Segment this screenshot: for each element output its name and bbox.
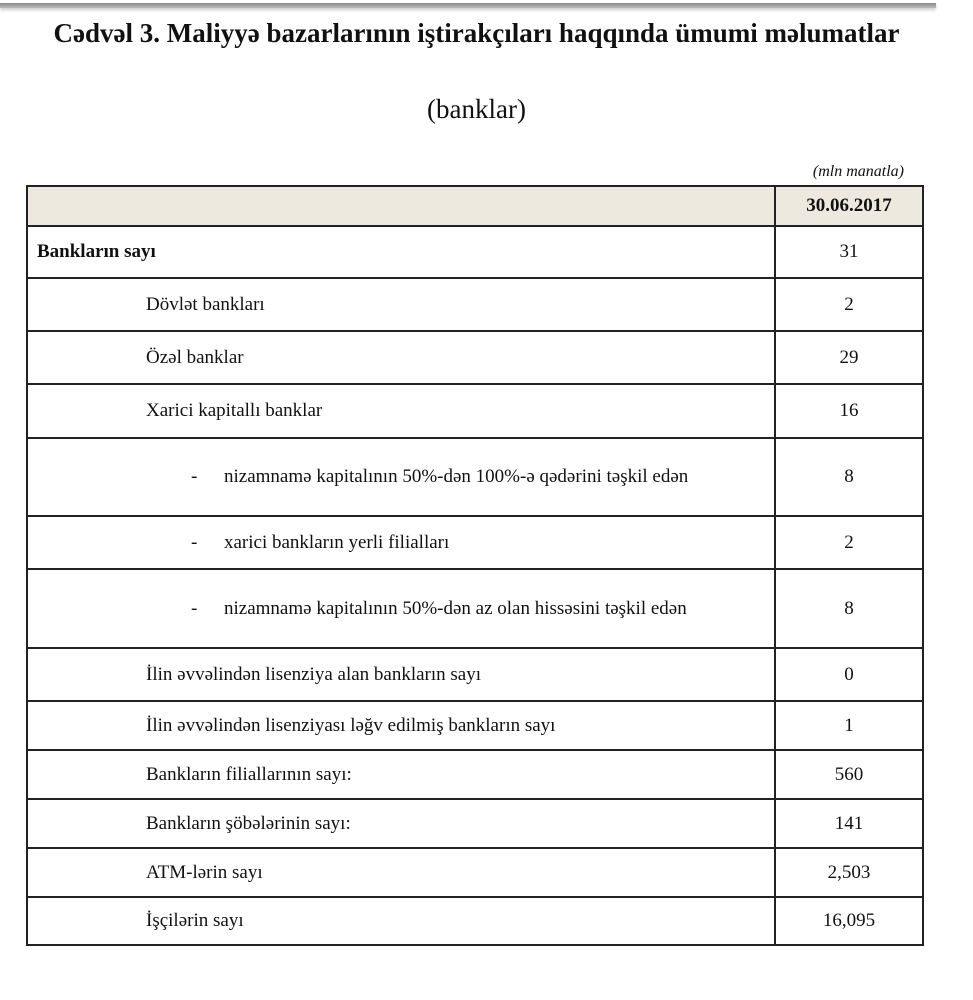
row-label-cell: Bankların sayı (26, 225, 776, 279)
table-row: - xarici bankların yerli filialları 2 (26, 515, 924, 570)
table-row: - nizamnamə kapitalının 50%-dən 100%-ə qə… (26, 437, 924, 517)
row-label-wrap: - xarici bankların yerli filialları (28, 527, 774, 559)
bullet-dash: - (191, 531, 198, 553)
bullet-dash: - (191, 597, 198, 619)
row-value: 16 (774, 383, 924, 439)
row-label-cell: - nizamnamə kapitalının 50%-dən 100%-ə qə… (26, 437, 776, 517)
table-row: İlin əvvəlindən lisenziya alan bankların… (26, 647, 924, 702)
row-label-wrap: - nizamnamə kapitalının 50%-dən 100%-ə qə… (28, 461, 774, 493)
row-value: 16,095 (774, 896, 924, 946)
row-label: Xarici kapitallı banklar (146, 400, 323, 421)
row-label: İlin əvvəlindən lisenziyası ləğv edilmiş… (146, 714, 556, 736)
table-row: ATM-lərin sayı 2,503 (26, 847, 924, 898)
row-label-cell: Özəl banklar (26, 330, 776, 385)
table-row: Özəl banklar 29 (26, 330, 924, 385)
table-subtitle: (banklar) (427, 94, 526, 124)
table-row: Dövlət bankları 2 (26, 277, 924, 332)
row-label-cell: - xarici bankların yerli filialları (26, 515, 776, 570)
row-value: 0 (774, 647, 924, 702)
row-value: 31 (774, 225, 924, 279)
table-row: - nizamnamə kapitalının 50%-dən az olan h… (26, 568, 924, 649)
row-label: Bankların filiallarının sayı: (146, 763, 352, 785)
row-label-cell: İlin əvvəlindən lisenziyası ləğv edilmiş… (26, 700, 776, 751)
row-label-wrap: - nizamnamə kapitalının 50%-dən az olan h… (28, 593, 774, 625)
row-label: İlin əvvəlindən lisenziya alan bankların… (146, 663, 482, 685)
banks-table: 30.06.2017 Bankların sayı 31 Dövlət bankla… (26, 185, 924, 946)
row-value: 8 (774, 437, 924, 517)
row-label: İşçilərin sayı (146, 910, 244, 931)
row-value: 2 (774, 277, 924, 332)
row-label-cell: Bankların filiallarının sayı: (26, 749, 776, 800)
row-value: 29 (774, 330, 924, 385)
table-row: İşçilərin sayı 16,095 (26, 896, 924, 946)
row-label-cell: İlin əvvəlindən lisenziya alan bankların… (26, 647, 776, 702)
row-label: nizamnamə kapitalının 50%-dən 100%-ə qəd… (224, 466, 689, 487)
table-title: Cədvəl 3. Maliyyə bazarlarının iştirakçı… (53, 18, 900, 48)
table-row: İlin əvvəlindən lisenziyası ləğv edilmiş… (26, 700, 924, 751)
row-label: Bankların sayı (37, 241, 156, 262)
row-label: ATM-lərin sayı (146, 861, 263, 883)
row-label-cell: Xarici kapitallı banklar (26, 383, 776, 439)
row-value: 1 (774, 700, 924, 751)
row-label-cell: Dövlət bankları (26, 277, 776, 332)
row-value: 141 (774, 798, 924, 849)
row-label: nizamnamə kapitalının 50%-dən az olan hi… (224, 597, 687, 619)
header-empty-cell (26, 185, 776, 227)
row-label-cell: İşçilərin sayı (26, 896, 776, 946)
row-label: Dövlət bankları (146, 293, 265, 315)
row-value: 2 (774, 515, 924, 570)
row-label: Özəl banklar (146, 346, 244, 368)
table-row: Xarici kapitallı banklar 16 (26, 383, 924, 439)
bullet-dash: - (191, 466, 198, 487)
unit-note: (mln manatla) (812, 163, 904, 180)
row-label: Bankların şöbələrinin sayı: (146, 812, 351, 834)
row-label: xarici bankların yerli filialları (224, 531, 450, 553)
column-header-date: 30.06.2017 (774, 185, 924, 227)
row-value: 560 (774, 749, 924, 800)
header-row: 30.06.2017 (26, 185, 924, 227)
row-label-cell: - nizamnamə kapitalının 50%-dən az olan h… (26, 568, 776, 649)
table-row: Bankların sayı 31 (26, 225, 924, 279)
top-divider (0, 3, 936, 8)
row-value: 8 (774, 568, 924, 649)
row-value: 2,503 (774, 847, 924, 898)
row-label-cell: Bankların şöbələrinin sayı: (26, 798, 776, 849)
table-row: Bankların şöbələrinin sayı: 141 (26, 798, 924, 849)
table-row: Bankların filiallarının sayı: 560 (26, 749, 924, 800)
row-label-cell: ATM-lərin sayı (26, 847, 776, 898)
